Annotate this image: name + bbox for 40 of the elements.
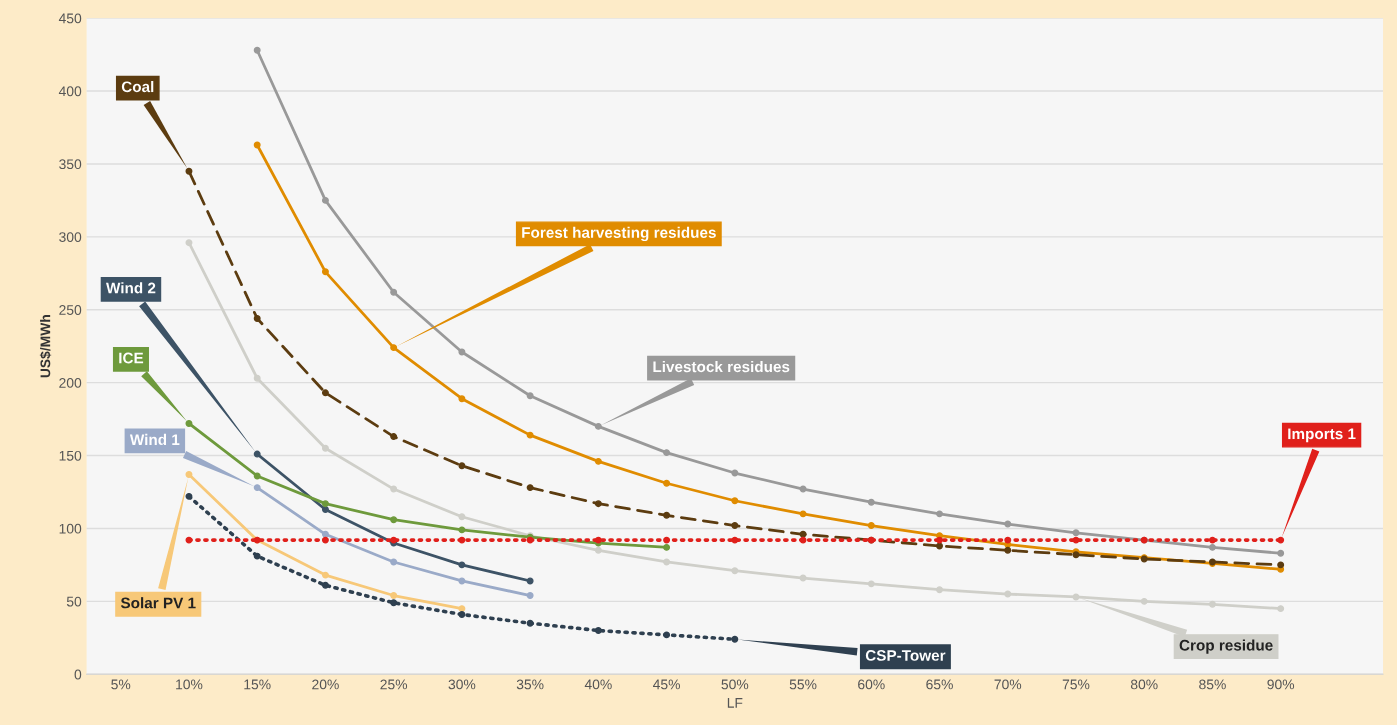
- x-tick-label: 20%: [312, 679, 339, 690]
- y-tick-label: 300: [59, 232, 82, 242]
- y-axis-title: US$/MWh: [39, 315, 52, 378]
- x-tick-label: 75%: [1062, 679, 1090, 690]
- series-label: Crop residue: [1179, 639, 1273, 654]
- x-tick-label: 30%: [448, 679, 476, 690]
- x-tick-label: 90%: [1267, 679, 1295, 690]
- x-axis-title: LF: [727, 698, 743, 708]
- x-tick-label: 5%: [111, 679, 131, 690]
- x-tick-label: 55%: [789, 679, 817, 690]
- x-tick-label: 10%: [176, 679, 203, 690]
- text: ICE: [119, 352, 144, 364]
- y-tick-label: 250: [59, 305, 82, 315]
- y-tick-label: 100: [59, 523, 82, 534]
- y-tick-label: 450: [58, 13, 82, 24]
- text: Wind 1: [129, 433, 180, 446]
- text: Imports 1: [1288, 428, 1356, 443]
- y-tick-label: 200: [59, 377, 82, 388]
- y-tick-label: 150: [59, 450, 82, 461]
- x-tick-label: 15%: [244, 679, 271, 690]
- x-tick-label: 65%: [926, 679, 953, 690]
- text: Coal: [121, 80, 154, 93]
- y-tick-label: 350: [59, 159, 82, 170]
- x-tick-label: 35%: [516, 679, 544, 690]
- x-tick-label: 85%: [1199, 679, 1226, 690]
- text: CSP-Tower: [865, 650, 946, 661]
- text: Livestock residues: [653, 360, 790, 373]
- x-tick-label: 80%: [1130, 679, 1158, 690]
- text: Forest harvesting residues: [522, 226, 716, 242]
- y-tick-label: 0: [74, 669, 82, 680]
- y-tick-label: 400: [58, 86, 82, 97]
- x-tick-label: 60%: [858, 679, 885, 690]
- x-tick-label: 70%: [994, 679, 1022, 690]
- x-tick-label: 50%: [721, 679, 749, 690]
- text: Solar PV 1: [120, 597, 196, 609]
- x-tick-label: 25%: [380, 679, 408, 690]
- x-tick-label: 40%: [584, 679, 612, 690]
- x-tick-label: 45%: [653, 679, 680, 690]
- y-tick-label: 50: [66, 596, 82, 607]
- text: Wind 2: [106, 282, 156, 294]
